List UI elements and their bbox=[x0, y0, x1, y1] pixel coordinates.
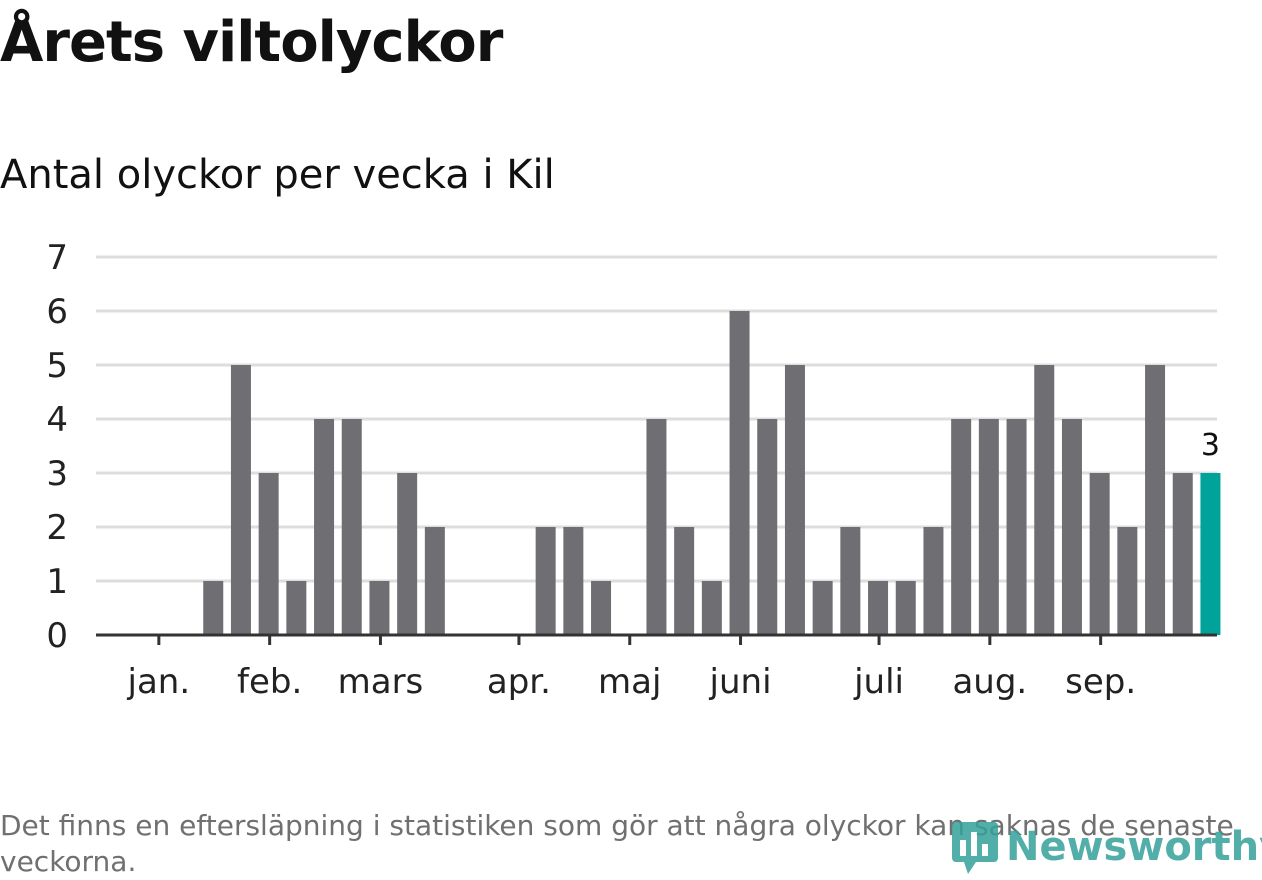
x-tick-label: aug. bbox=[952, 662, 1027, 702]
bar bbox=[812, 581, 833, 635]
x-tick-label: jan. bbox=[127, 662, 191, 702]
bar bbox=[314, 419, 335, 635]
y-tick-label: 7 bbox=[46, 238, 68, 278]
bar bbox=[1172, 473, 1193, 635]
bar bbox=[1034, 365, 1055, 635]
y-tick-label: 3 bbox=[46, 454, 68, 494]
bar bbox=[978, 419, 999, 635]
y-tick-label: 2 bbox=[46, 508, 68, 548]
bar bbox=[286, 581, 307, 635]
bar bbox=[951, 419, 972, 635]
bar bbox=[757, 419, 778, 635]
footnote: Det finns en eftersläpning i statistiken… bbox=[0, 809, 1234, 878]
bar bbox=[1006, 419, 1027, 635]
brand-name: Newsworthy bbox=[1006, 824, 1262, 870]
bar bbox=[397, 473, 418, 635]
bar bbox=[563, 527, 584, 635]
y-tick-label: 1 bbox=[46, 562, 68, 602]
bar bbox=[1061, 419, 1082, 635]
x-tick-label: juli bbox=[853, 662, 904, 702]
bar bbox=[1117, 527, 1138, 635]
y-tick-label: 6 bbox=[46, 292, 68, 332]
bar bbox=[341, 419, 362, 635]
bar-chart: 0 1 2 3 4 5 6 7 3 jan. feb. mars apr. maj juni juli aug.… bbox=[46, 238, 1221, 702]
y-tick-label: 4 bbox=[46, 400, 68, 440]
bar bbox=[674, 527, 695, 635]
bar bbox=[868, 581, 889, 635]
x-tick-label: sep. bbox=[1065, 662, 1136, 702]
bar bbox=[1145, 365, 1166, 635]
y-tick-label: 0 bbox=[46, 616, 68, 656]
x-tick-label: feb. bbox=[237, 662, 302, 702]
x-tick-label: maj bbox=[598, 662, 661, 702]
x-tick-label: mars bbox=[338, 662, 424, 702]
bar bbox=[535, 527, 556, 635]
chart-subtitle: Antal olyckor per vecka i Kil bbox=[0, 152, 555, 198]
data-label: 3 bbox=[1201, 428, 1220, 463]
bar-highlight bbox=[1200, 473, 1221, 635]
bar bbox=[230, 365, 251, 635]
bar bbox=[895, 581, 916, 635]
x-tick-label: juni bbox=[709, 662, 772, 702]
x-tick-label: apr. bbox=[487, 662, 551, 702]
bar bbox=[729, 311, 750, 635]
bar bbox=[258, 473, 279, 635]
y-tick-label: 5 bbox=[46, 346, 68, 386]
bar bbox=[424, 527, 445, 635]
chart-title: Årets viltolyckor bbox=[0, 10, 503, 75]
bar bbox=[1089, 473, 1110, 635]
bar bbox=[840, 527, 861, 635]
brand-logo: Newsworthy bbox=[950, 818, 1262, 876]
bar bbox=[923, 527, 944, 635]
bar bbox=[369, 581, 390, 635]
bar bbox=[591, 581, 612, 635]
bar bbox=[203, 581, 224, 635]
newsworthy-logo-icon bbox=[952, 822, 998, 874]
bar bbox=[701, 581, 722, 635]
bar bbox=[646, 419, 667, 635]
bar bbox=[784, 365, 805, 635]
